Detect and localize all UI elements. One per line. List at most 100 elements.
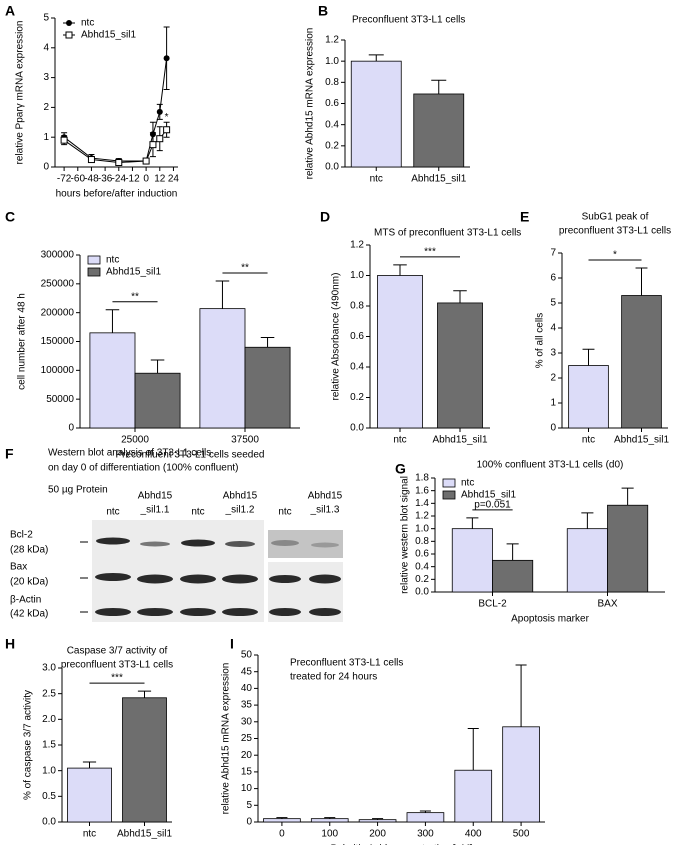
error-bar bbox=[372, 818, 384, 820]
x-tick-label: -72 bbox=[57, 174, 72, 185]
legend-label: Abhd15_sil1 bbox=[461, 490, 516, 501]
y-tick-label: 50000 bbox=[46, 394, 74, 405]
y-axis-label: cell number after 48 h bbox=[17, 293, 28, 390]
marker bbox=[156, 108, 163, 115]
x-axis-label: hours before/after induction bbox=[56, 189, 178, 200]
legend-swatch bbox=[87, 255, 101, 265]
y-tick-label: 20 bbox=[241, 750, 253, 761]
chart-title: Caspase 3/7 activity of bbox=[67, 646, 168, 657]
y-tick-label: 1.0 bbox=[42, 765, 56, 776]
y-tick-label: 7 bbox=[550, 248, 556, 259]
marker bbox=[149, 141, 157, 149]
y-tick-label: 1.0 bbox=[325, 56, 339, 67]
y-tick-label: 2 bbox=[550, 373, 556, 384]
legend-swatch bbox=[87, 267, 101, 277]
y-tick-label: 0.0 bbox=[415, 587, 429, 598]
error-bar bbox=[260, 336, 275, 348]
x-tick-label: ntc bbox=[582, 435, 595, 446]
row-label: (42 kDa) bbox=[10, 609, 48, 620]
band bbox=[222, 574, 258, 584]
bar bbox=[263, 818, 301, 823]
band bbox=[96, 537, 130, 545]
bar bbox=[122, 697, 167, 823]
y-tick-label: 1.0 bbox=[415, 523, 429, 534]
x-tick-label: 200 bbox=[369, 829, 386, 840]
band bbox=[140, 541, 170, 547]
error-bar bbox=[150, 359, 165, 374]
y-tick-label: 0 bbox=[246, 817, 252, 828]
legend-label: Abhd15_sil1 bbox=[81, 30, 136, 41]
bar bbox=[566, 528, 608, 593]
error-bar bbox=[467, 727, 479, 771]
western-blot: F Western blot analysis of 3T3-L1 cells … bbox=[5, 446, 343, 622]
bar bbox=[67, 767, 112, 823]
panel-letter: B bbox=[318, 3, 328, 19]
y-tick-label: 0.6 bbox=[415, 549, 429, 560]
marker bbox=[142, 157, 150, 165]
y-tick-label: 1.4 bbox=[415, 498, 429, 509]
y-tick-label: 2 bbox=[43, 102, 49, 113]
annotation: *** bbox=[111, 673, 123, 684]
y-tick-label: 0.5 bbox=[42, 791, 56, 802]
y-tick-label: 0.0 bbox=[42, 817, 56, 828]
band bbox=[311, 542, 339, 548]
x-tick-label: 37500 bbox=[231, 435, 259, 446]
error-bar bbox=[105, 309, 120, 333]
y-axis-label: relative Pparγ mRNA expression bbox=[15, 21, 26, 165]
y-tick-label: 25 bbox=[241, 733, 253, 744]
error-bar bbox=[582, 348, 595, 366]
bar bbox=[454, 769, 493, 823]
y-tick-label: 5 bbox=[43, 13, 49, 24]
y-tick-label: 0.8 bbox=[325, 77, 339, 88]
panel-letter: A bbox=[5, 3, 15, 19]
y-tick-label: 0.2 bbox=[350, 392, 364, 403]
chart-title: SubG1 peak of bbox=[582, 212, 649, 223]
x-tick-label: -48 bbox=[84, 174, 99, 185]
error-bar bbox=[453, 290, 467, 303]
y-tick-label: 3 bbox=[43, 72, 49, 83]
row-label: (20 kDa) bbox=[10, 577, 48, 588]
x-axis-label: Palmitic Acid concentration [µM] bbox=[331, 844, 473, 845]
y-tick-label: 1.2 bbox=[350, 240, 364, 251]
x-tick-label: Abhd15_sil1 bbox=[614, 435, 669, 446]
y-tick-label: 4 bbox=[550, 323, 556, 334]
bar bbox=[134, 372, 181, 429]
chart-title: Preconfluent 3T3-L1 cells bbox=[352, 15, 465, 26]
x-tick-label: 12 bbox=[154, 174, 166, 185]
chart-title: preconfluent 3T3-L1 cells bbox=[61, 660, 173, 671]
marker bbox=[156, 135, 164, 143]
legend-marker bbox=[66, 20, 72, 26]
band bbox=[180, 574, 216, 584]
y-tick-label: 1.5 bbox=[42, 740, 56, 751]
x-tick-label: Abhd15_sil1 bbox=[411, 174, 466, 185]
annotation: ** bbox=[241, 263, 249, 274]
y-axis-label: relative Absorbance (490nm) bbox=[331, 273, 342, 401]
y-tick-label: 5 bbox=[550, 298, 556, 309]
band bbox=[137, 608, 173, 616]
y-tick-label: 0.6 bbox=[325, 98, 339, 109]
marker bbox=[115, 159, 123, 167]
error-bar bbox=[621, 487, 634, 506]
bar bbox=[350, 60, 402, 168]
band bbox=[181, 539, 215, 547]
bar bbox=[377, 275, 423, 429]
annotation: * bbox=[165, 112, 169, 123]
chart-title: 100% confluent 3T3-L1 cells (d0) bbox=[477, 460, 624, 471]
y-tick-label: 1 bbox=[43, 132, 49, 143]
error-bar bbox=[466, 517, 479, 529]
panel-letter: I bbox=[230, 636, 234, 652]
y-tick-label: 0.0 bbox=[325, 162, 339, 173]
bar bbox=[89, 332, 136, 429]
lane-label: _sil1.3 bbox=[310, 505, 340, 516]
error-bar bbox=[82, 761, 97, 769]
y-tick-label: 0.8 bbox=[415, 536, 429, 547]
y-axis-label: relative western blot signal bbox=[400, 476, 411, 594]
y-tick-label: 1.6 bbox=[415, 485, 429, 496]
row-label: Bax bbox=[10, 562, 27, 573]
band bbox=[309, 574, 341, 584]
y-tick-label: 35 bbox=[241, 700, 253, 711]
error-bar bbox=[137, 690, 152, 698]
y-tick-label: 50 bbox=[241, 650, 253, 661]
band bbox=[180, 608, 216, 616]
